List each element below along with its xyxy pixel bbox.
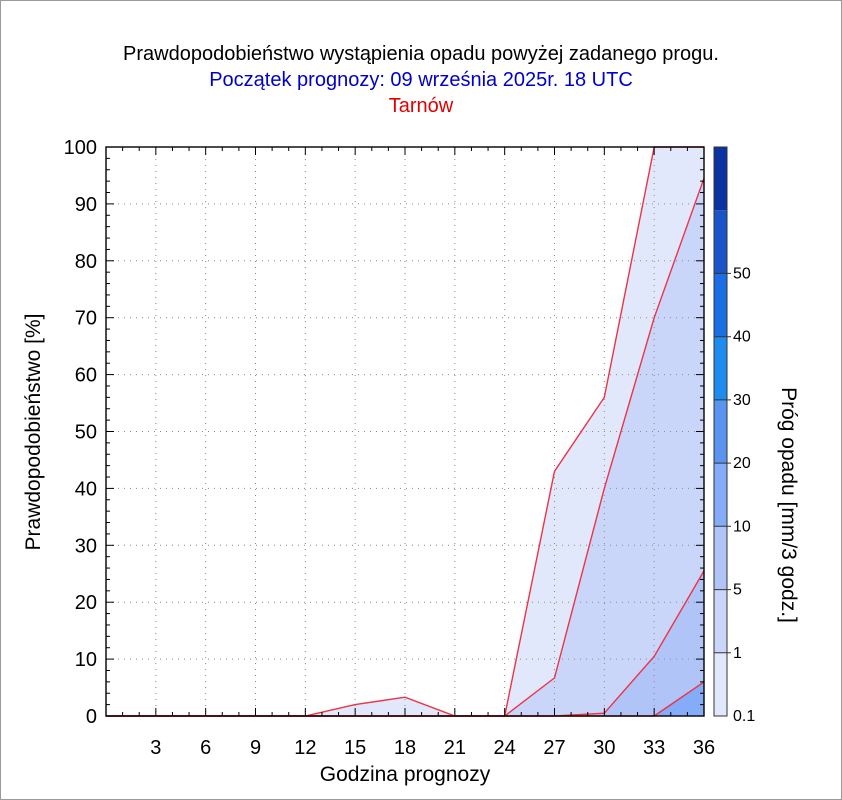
y-tick-label: 20 [75, 592, 97, 614]
colorbar-tick-label: 10 [733, 518, 751, 535]
y-tick-label: 30 [75, 535, 97, 557]
y-tick-label: 10 [75, 649, 97, 671]
x-tick-label: 3 [150, 737, 161, 759]
colorbar-segment [714, 463, 727, 527]
y-tick-label: 90 [75, 194, 97, 216]
colorbar-frame [713, 146, 728, 717]
colorbar-segment [714, 210, 727, 274]
colorbar-segment [714, 526, 727, 590]
x-tick-label: 30 [593, 737, 615, 759]
colorbar-segment [714, 147, 727, 211]
colorbar: 0.1 1 5 10 20 30 40 50 [713, 146, 755, 725]
colorbar-tick-label: 40 [733, 329, 751, 346]
x-tick-label: 21 [444, 737, 466, 759]
area-threshold-5 [106, 570, 704, 716]
x-tick-label: 6 [200, 737, 211, 759]
colorbar-segment [714, 589, 727, 653]
colorbar-segment [714, 273, 727, 337]
chart-subtitle: Początek prognozy: 09 września 2025r. 18… [209, 69, 633, 91]
grid-lines [106, 147, 704, 716]
colorbar-tick-label: 50 [733, 265, 751, 282]
colorbar-segment [714, 652, 727, 716]
y-tick-label: 0 [86, 706, 97, 728]
y-tick-label: 70 [75, 308, 97, 330]
y-tick-label: 60 [75, 365, 97, 387]
x-tick-label: 15 [344, 737, 366, 759]
x-tick-label: 24 [494, 737, 516, 759]
x-tick-label: 12 [294, 737, 316, 759]
y-tick-label: 50 [75, 422, 97, 444]
colorbar-segment [714, 336, 727, 400]
x-tick-label: 9 [250, 737, 261, 759]
chart-location: Tarnów [388, 95, 454, 117]
colorbar-tick-label: 1 [733, 645, 742, 662]
colorbar-tick-label: 30 [733, 392, 751, 409]
y-tick-label: 100 [64, 137, 97, 159]
colorbar-tick-label: 20 [733, 455, 751, 472]
y-axis-label: Prawdopodobieństwo [%] [22, 314, 45, 551]
chart-title: Prawdopodobieństwo wystąpienia opadu pow… [123, 43, 719, 65]
probability-areas [106, 147, 704, 717]
x-tick-label: 33 [643, 737, 665, 759]
colorbar-label: Próg opadu [mm/3 godz.] [777, 387, 800, 623]
colorbar-segment [714, 399, 727, 464]
area-threshold-1 [106, 178, 704, 717]
y-tick-label: 40 [75, 478, 97, 500]
x-tick-label: 18 [394, 737, 416, 759]
y-tick-label: 80 [75, 251, 97, 273]
colorbar-tick-label: 0.1 [733, 708, 755, 725]
x-tick-label: 27 [543, 737, 565, 759]
x-tick-label: 36 [693, 737, 715, 759]
colorbar-tick-label: 5 [733, 582, 742, 599]
x-axis-label: Godzina prognozy [320, 763, 491, 786]
